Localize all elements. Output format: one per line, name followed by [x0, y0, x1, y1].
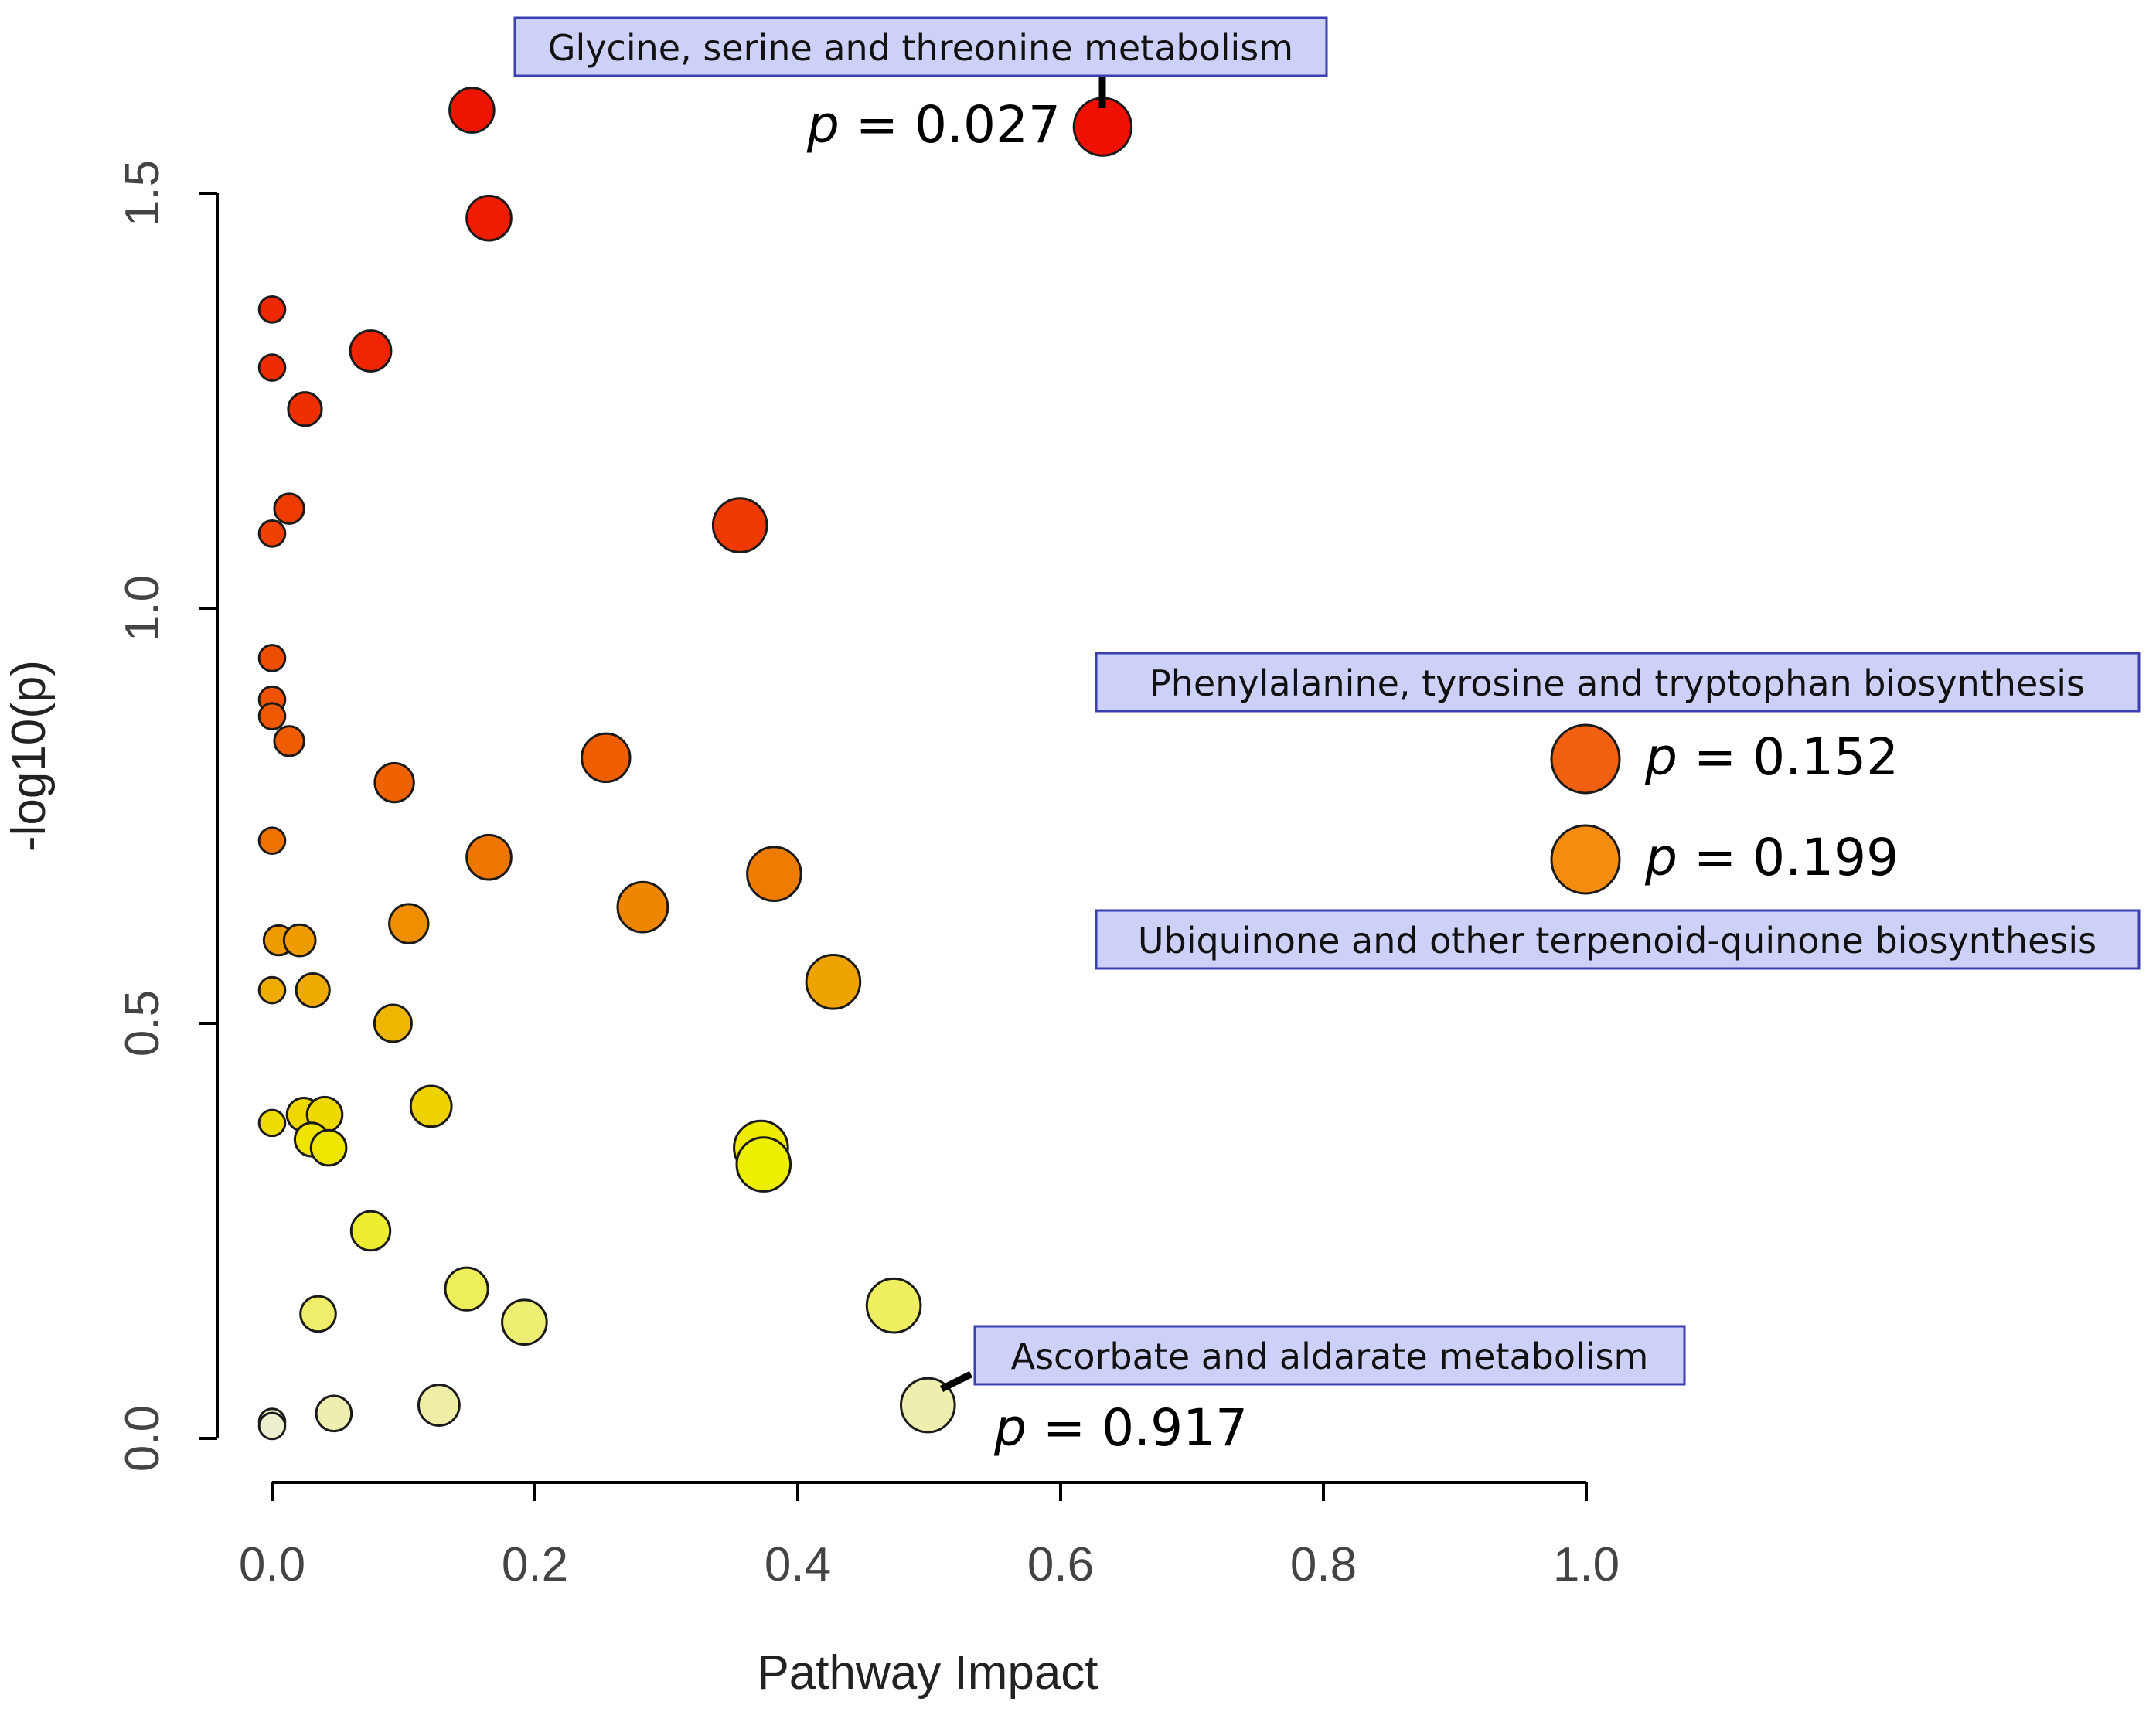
- data-point: [616, 880, 669, 934]
- data-point: [295, 972, 331, 1009]
- y-tick-label: 0.5: [116, 990, 169, 1057]
- x-tick-label: 0.0: [239, 1538, 305, 1591]
- pvalue-symbol: p: [993, 1398, 1027, 1458]
- data-point: [257, 295, 287, 324]
- x-tick-label: 0.2: [502, 1538, 568, 1591]
- data-point: [349, 1210, 392, 1252]
- data-point: [373, 761, 415, 804]
- data-point: [257, 1108, 287, 1138]
- callout-label-phenylalanine: Phenylalanine, tyrosine and tryptophan b…: [1150, 662, 2085, 704]
- pvalue-number: = 0.152: [1694, 727, 1899, 787]
- callout-box-phenylalanine: [1095, 652, 2141, 713]
- pvalue-symbol: p: [1644, 727, 1677, 787]
- data-point: [282, 923, 317, 958]
- data-point: [257, 644, 287, 672]
- bubble-layer: [257, 87, 1133, 1441]
- x-tick-label: 1.0: [1553, 1538, 1620, 1591]
- pvalue-glycine: p = 0.027: [806, 95, 1061, 155]
- data-point: [581, 732, 632, 784]
- data-point: [309, 1128, 348, 1167]
- pvalue-number: = 0.917: [1043, 1398, 1248, 1458]
- data-point: [373, 1003, 413, 1043]
- data-point: [257, 1411, 287, 1441]
- y-axis-title: -log10(p): [2, 660, 56, 852]
- data-point: [865, 1277, 922, 1334]
- data-point: [448, 87, 496, 134]
- callout-glycine: Glycine, serine and threonine metabolism…: [513, 16, 1328, 155]
- marker-ubiquinone: [1550, 824, 1621, 895]
- data-point: [900, 1377, 956, 1434]
- x-tick-label: 0.4: [765, 1538, 831, 1591]
- callout-label-glycine: Glycine, serine and threonine metabolism: [548, 27, 1293, 69]
- pvalue-ubiquinone: p = 0.199: [1644, 828, 1899, 887]
- data-point: [273, 492, 305, 525]
- data-point: [273, 725, 305, 757]
- data-point: [388, 903, 430, 944]
- leader-line-ascorbate: [939, 1370, 973, 1393]
- callout-phenylalanine: Phenylalanine, tyrosine and tryptophan b…: [1095, 652, 2141, 795]
- callout-box-ubiquinone: [1095, 909, 2141, 970]
- data-point: [257, 353, 287, 382]
- data-point: [299, 1295, 337, 1333]
- callout-box-ascorbate: [973, 1325, 1686, 1386]
- data-point: [257, 702, 287, 730]
- pvalue-number: = 0.199: [1694, 828, 1899, 887]
- callout-ubiquinone: p = 0.199 Ubiquinone and other terpenoid…: [1095, 824, 2141, 970]
- data-point: [257, 519, 287, 548]
- data-point: [417, 1384, 461, 1427]
- data-point: [465, 833, 513, 881]
- y-tick-label: 1.0: [116, 575, 169, 642]
- data-point: [257, 826, 287, 856]
- callout-label-ubiquinone: Ubiquinone and other terpenoid-quinone b…: [1138, 920, 2096, 962]
- pvalue-ascorbate: p = 0.917: [993, 1398, 1248, 1458]
- marker-phenylalanine: [1550, 723, 1621, 795]
- y-tick-label: 0.0: [116, 1405, 169, 1472]
- data-point: [735, 1136, 792, 1193]
- pvalue-symbol: p: [806, 95, 840, 155]
- callout-label-ascorbate: Ascorbate and aldarate metabolism: [1011, 1336, 1649, 1377]
- data-point: [746, 846, 802, 902]
- data-point: [444, 1266, 489, 1312]
- data-point: [257, 975, 287, 1005]
- data-point: [711, 497, 768, 553]
- data-point: [315, 1394, 353, 1433]
- data-point: [349, 329, 393, 373]
- x-axis-title: Pathway Impact: [757, 1646, 1098, 1700]
- pvalue-phenylalanine: p = 0.152: [1644, 727, 1899, 787]
- x-axis: 0.0 0.2 0.4 0.6 0.8 1.0: [239, 1481, 1620, 1591]
- data-point: [501, 1298, 548, 1346]
- data-point: [287, 391, 323, 427]
- callout-ascorbate: Ascorbate and aldarate metabolism p = 0.…: [939, 1325, 1686, 1458]
- data-point: [805, 954, 862, 1010]
- pvalue-number: = 0.027: [856, 95, 1061, 155]
- x-tick-label: 0.6: [1027, 1538, 1094, 1591]
- callout-box-glycine: [513, 16, 1328, 77]
- data-point: [465, 194, 513, 242]
- data-point: [409, 1084, 453, 1128]
- x-tick-label: 0.8: [1290, 1538, 1357, 1591]
- pvalue-symbol: p: [1644, 828, 1677, 887]
- y-axis: 0.0 0.5 1.0 1.5: [116, 160, 219, 1472]
- y-tick-label: 1.5: [116, 160, 169, 226]
